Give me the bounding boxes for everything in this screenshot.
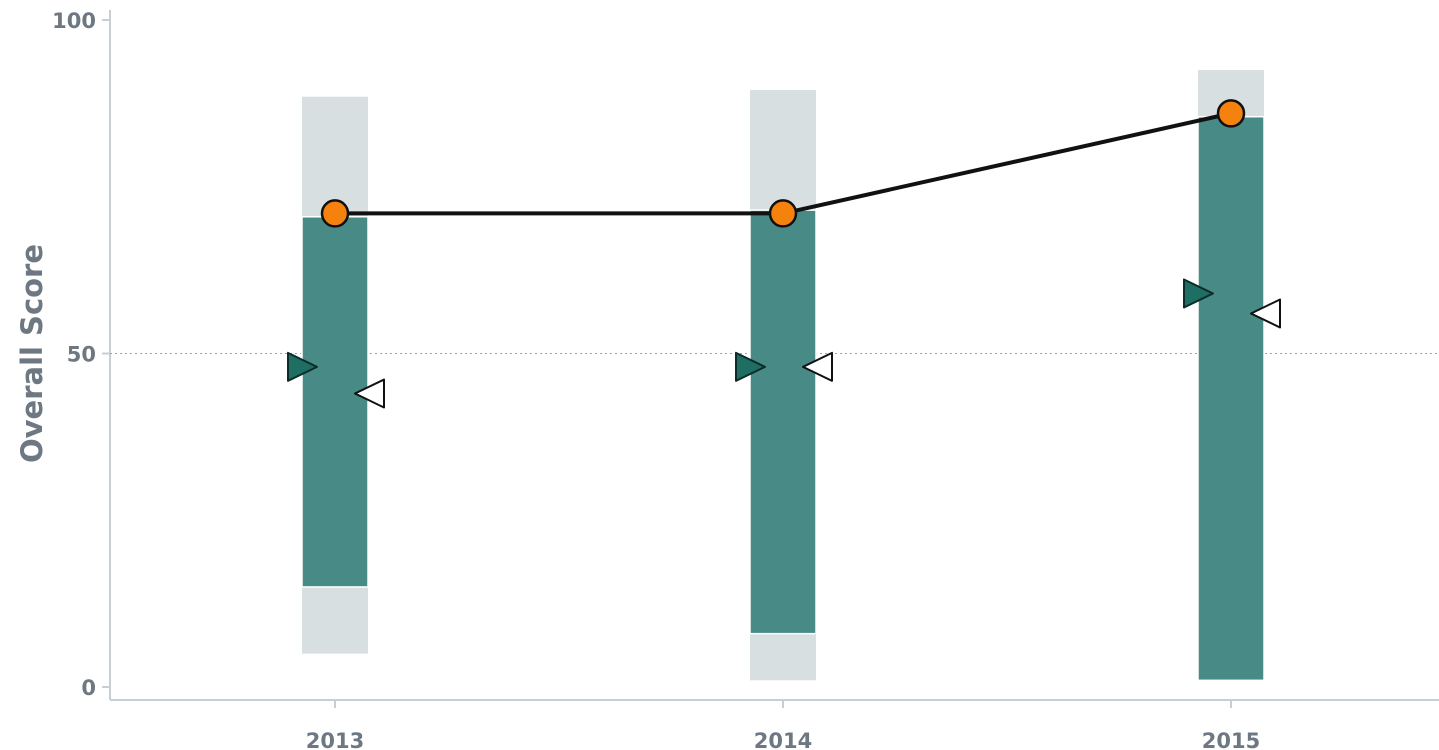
- middle-bar-2015: [1197, 115, 1265, 682]
- score-point-2014: [768, 199, 798, 228]
- open-marker-2015: [1250, 298, 1281, 329]
- middle-bar-2013: [301, 216, 369, 588]
- ticks: 0 50 100 2013 2014 2015: [52, 9, 1260, 750]
- filled-marker-2015: [1183, 278, 1214, 309]
- x-tick-label: 2013: [306, 729, 364, 750]
- open-marker-2013: [354, 378, 385, 409]
- score-line-series: [320, 99, 1246, 228]
- filled-marker-2013: [287, 351, 318, 382]
- middle-bar-2014: [749, 209, 817, 635]
- score-point-2013: [320, 199, 350, 228]
- y-tick-label: 50: [67, 343, 96, 367]
- bars: [301, 70, 1265, 682]
- open-marker-2014: [802, 351, 833, 382]
- filled-marker-2014: [735, 351, 766, 382]
- y-tick-label: 0: [81, 676, 96, 700]
- x-tick-label: 2014: [754, 729, 812, 750]
- y-axis-title: Overall Score: [15, 244, 49, 463]
- x-tick-label: 2015: [1202, 729, 1260, 750]
- y-tick-label: 100: [52, 9, 96, 33]
- markers: [287, 278, 1281, 409]
- score-point-2015: [1216, 99, 1246, 128]
